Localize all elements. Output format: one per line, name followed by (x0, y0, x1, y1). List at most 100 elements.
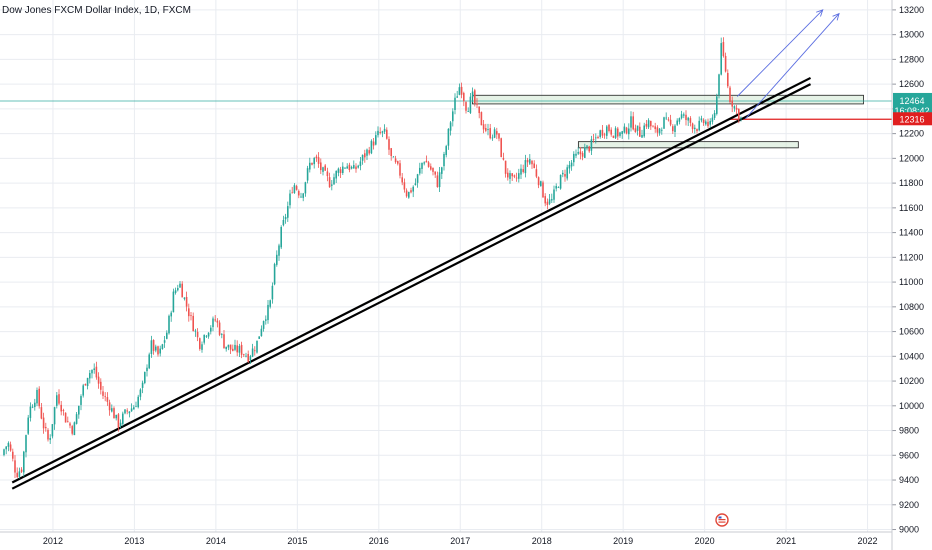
candle-body (359, 161, 362, 167)
candle-body (610, 129, 612, 135)
candle-body (262, 321, 265, 329)
candle-body (641, 134, 643, 138)
price-axis-label: 9000 (899, 525, 919, 535)
candle-body (172, 291, 175, 313)
candle-body (599, 130, 601, 138)
candle-body (535, 169, 538, 177)
candle-body (458, 87, 461, 95)
horizontal-lines (0, 100, 892, 120)
candle-body (196, 331, 199, 338)
candle-body (665, 117, 667, 119)
candle-body (256, 340, 258, 353)
candle-body (86, 377, 89, 387)
candle-body (597, 136, 599, 139)
candle-body (25, 435, 27, 453)
candle-body (7, 442, 10, 447)
candle-body (78, 405, 80, 415)
candle-body (111, 408, 113, 412)
candle-body (333, 177, 335, 185)
candle-body (524, 160, 527, 174)
price-axis-label: 10000 (899, 401, 924, 411)
candle-body (190, 315, 192, 317)
candle-body (698, 120, 700, 131)
candle-body (425, 160, 428, 163)
candles (3, 37, 742, 479)
candle-body (588, 146, 590, 152)
candle-body (493, 129, 496, 138)
candle-body (672, 126, 674, 132)
candle-body (214, 319, 216, 321)
candle-body (718, 74, 720, 96)
candle-body (243, 354, 245, 356)
candle-body (562, 172, 564, 175)
candle-body (544, 196, 546, 204)
candle-body (5, 446, 7, 450)
candle-body (542, 182, 544, 198)
candle-body (60, 404, 62, 412)
candle-body (713, 113, 716, 118)
candle-body (58, 394, 60, 404)
candle-body (368, 150, 370, 154)
logo-icon (715, 513, 729, 527)
candle-body (612, 135, 615, 138)
candle-body (311, 162, 313, 165)
candle-body (476, 103, 478, 105)
candle-body (606, 126, 608, 136)
candle-body (632, 116, 634, 130)
price-axis-area[interactable] (892, 0, 932, 550)
candle-body (377, 130, 379, 136)
candle-body (205, 335, 208, 337)
price-axis-label: 12800 (899, 54, 924, 64)
candle-body (438, 172, 441, 188)
candle-body (676, 120, 678, 125)
candle-body (152, 340, 155, 351)
candle-body (161, 344, 164, 350)
candle-body (397, 161, 399, 164)
candle-body (379, 132, 381, 133)
candle-body (18, 471, 21, 477)
candle-body (694, 127, 696, 130)
candle-body (408, 191, 410, 198)
candle-body (12, 451, 14, 459)
price-axis-label: 10200 (899, 376, 924, 386)
stop-level-tag (893, 112, 932, 126)
time-axis-label: 2018 (532, 536, 552, 546)
price-axis-label: 13200 (899, 5, 924, 15)
candle-body (500, 138, 502, 157)
candle-body (526, 159, 529, 163)
price-axis-label: 11000 (899, 277, 923, 287)
candle-body (80, 396, 82, 405)
candle-body (410, 190, 412, 193)
candle-body (84, 383, 87, 386)
candle-body (130, 408, 133, 412)
stop-level-value: 12316 (899, 114, 924, 124)
candle-body (260, 328, 263, 337)
candle-body (639, 126, 641, 137)
candle-body (729, 87, 731, 103)
candle-body (707, 121, 709, 127)
time-axis-area[interactable] (0, 532, 892, 550)
candle-body (619, 132, 621, 136)
candle-body (170, 312, 172, 317)
time-axis-label: 2014 (206, 536, 226, 546)
candle-body (469, 96, 472, 113)
candle-body (203, 334, 205, 343)
candle-body (731, 100, 733, 107)
candle-body (229, 344, 232, 350)
candle-body (315, 156, 318, 159)
candle-body (394, 158, 397, 163)
candle-body (423, 162, 425, 164)
grid-lines (0, 0, 892, 532)
time-axis-label: 2012 (43, 536, 63, 546)
candle-body (518, 173, 520, 179)
candle-body (482, 124, 485, 130)
candle-body (467, 111, 469, 113)
candle-body (317, 157, 320, 164)
candle-body (513, 175, 516, 177)
candle-body (245, 355, 247, 357)
candle-body (177, 288, 179, 291)
price-axis-label: 11200 (899, 252, 923, 262)
candle-body (608, 124, 610, 132)
